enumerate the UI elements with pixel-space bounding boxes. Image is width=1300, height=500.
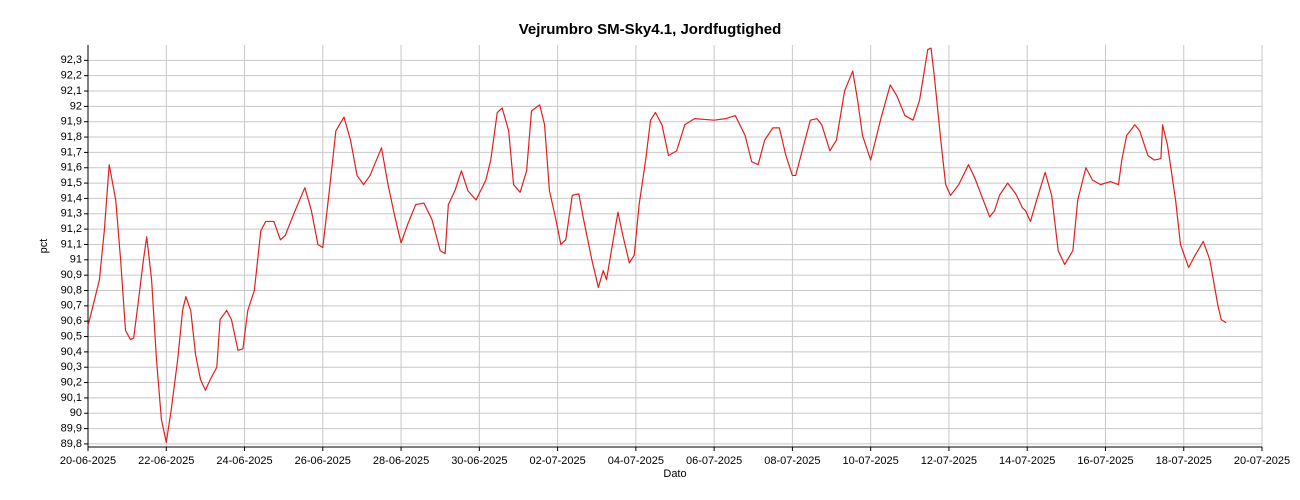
y-tick-label: 90 <box>70 407 82 419</box>
x-tick-label: 10-07-2025 <box>843 455 899 467</box>
y-tick-label: 90,4 <box>61 346 82 358</box>
y-tick-label: 92,3 <box>61 54 82 66</box>
y-axis-label: pct <box>38 239 50 254</box>
y-tick-label: 91,9 <box>61 116 82 128</box>
y-tick-label: 90,3 <box>61 361 82 373</box>
chart-title: Vejrumbro SM-Sky4.1, Jordfugtighed <box>519 21 782 38</box>
x-tick-label: 22-06-2025 <box>138 455 194 467</box>
y-tick-label: 91,3 <box>61 208 82 220</box>
x-tick-label: 12-07-2025 <box>921 455 977 467</box>
y-tick-label: 89,9 <box>61 422 82 434</box>
x-tick-label: 16-07-2025 <box>1077 455 1133 467</box>
x-tick-label: 02-07-2025 <box>529 455 585 467</box>
y-tick-label: 90,9 <box>61 269 82 281</box>
y-tick-label: 91,7 <box>61 146 82 158</box>
y-tick-label: 91,6 <box>61 162 82 174</box>
x-tick-label: 06-07-2025 <box>686 455 742 467</box>
x-tick-label: 20-06-2025 <box>60 455 116 467</box>
x-tick-label: 20-07-2025 <box>1234 455 1290 467</box>
y-tick-label: 90,5 <box>61 330 82 342</box>
y-tick-label: 89,8 <box>61 438 82 450</box>
x-tick-label: 04-07-2025 <box>608 455 664 467</box>
y-tick-label: 90,1 <box>61 392 82 404</box>
y-tick-label: 91,8 <box>61 131 82 143</box>
y-tick-label: 92,1 <box>61 85 82 97</box>
data-line <box>87 47 1227 443</box>
y-tick-label: 91,2 <box>61 223 82 235</box>
y-tick-label: 91,1 <box>61 238 82 250</box>
y-tick-label: 90,7 <box>61 300 82 312</box>
x-tick-label: 14-07-2025 <box>999 455 1055 467</box>
y-tick-label: 92 <box>70 100 82 112</box>
x-tick-label: 18-07-2025 <box>1156 455 1212 467</box>
y-tick-label: 92,2 <box>61 70 82 82</box>
x-tick-label: 30-06-2025 <box>451 455 507 467</box>
x-tick-label: 08-07-2025 <box>764 455 820 467</box>
x-axis-label: Dato <box>663 468 686 480</box>
y-tick-label: 91,4 <box>61 192 82 204</box>
y-tick-label: 90,2 <box>61 376 82 388</box>
y-tick-label: 91,5 <box>61 177 82 189</box>
y-tick-label: 91 <box>70 254 82 266</box>
x-tick-label: 26-06-2025 <box>295 455 351 467</box>
x-tick-label: 24-06-2025 <box>216 455 272 467</box>
y-tick-label: 90,6 <box>61 315 82 327</box>
x-tick-label: 28-06-2025 <box>373 455 429 467</box>
y-tick-label: 90,8 <box>61 284 82 296</box>
